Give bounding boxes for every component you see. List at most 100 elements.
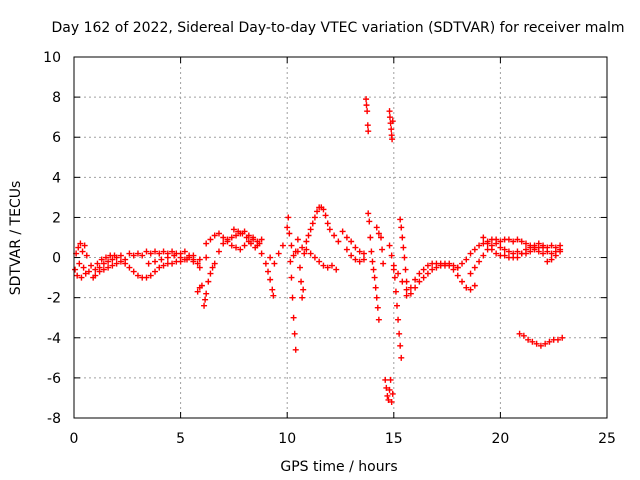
y-tick-label: 8: [52, 90, 61, 106]
data-point: [389, 118, 396, 125]
data-point: [284, 224, 291, 231]
data-point: [198, 282, 205, 289]
data-point: [467, 270, 474, 277]
data-point: [100, 260, 107, 267]
data-point: [544, 248, 551, 255]
data-point: [83, 252, 90, 259]
data-point: [279, 242, 286, 249]
data-point: [331, 232, 338, 239]
data-point: [147, 272, 154, 279]
data-point: [450, 266, 457, 273]
data-point: [454, 264, 461, 271]
data-point: [402, 266, 409, 273]
data-point: [207, 236, 214, 243]
data-point: [416, 270, 423, 277]
data-point: [299, 294, 306, 301]
data-point: [258, 250, 265, 257]
data-point: [143, 248, 150, 255]
data-point: [147, 250, 154, 257]
data-point: [201, 302, 208, 309]
data-point: [286, 230, 293, 237]
data-point: [352, 244, 359, 251]
data-point: [467, 250, 474, 257]
y-tick-label: 4: [52, 170, 61, 186]
data-point: [130, 252, 137, 259]
data-point: [82, 270, 89, 277]
data-point: [215, 230, 222, 237]
data-point: [476, 242, 483, 249]
data-point: [156, 264, 163, 271]
data-point: [392, 288, 399, 295]
data-point: [275, 250, 282, 257]
data-point: [92, 272, 99, 279]
data-point: [209, 264, 216, 271]
data-point: [557, 246, 564, 253]
x-tick-label: 20: [491, 431, 509, 447]
data-point: [352, 256, 359, 263]
data-point: [386, 108, 393, 115]
data-point: [305, 232, 312, 239]
data-point: [386, 242, 393, 249]
data-point: [235, 228, 242, 235]
data-point: [94, 260, 101, 267]
data-point: [454, 272, 461, 279]
data-point: [126, 250, 133, 257]
data-point: [348, 252, 355, 259]
data-point: [343, 246, 350, 253]
data-point: [96, 268, 103, 275]
data-point: [488, 246, 495, 253]
data-point: [471, 282, 478, 289]
data-point: [514, 248, 521, 255]
data-point: [397, 342, 404, 349]
y-tick-label: -6: [47, 371, 61, 387]
y-tick-label: -2: [47, 291, 61, 307]
data-point: [484, 240, 491, 247]
data-point: [194, 260, 201, 267]
axis-ticks: 0 5 10 15 20 25 -8 -6 -4 -2 0 2 4 6 8 10: [43, 50, 616, 447]
data-point: [130, 268, 137, 275]
data-point: [258, 236, 265, 243]
data-point: [383, 384, 390, 391]
data-point: [299, 244, 306, 251]
data-point: [316, 258, 323, 265]
data-point: [247, 240, 254, 247]
data-point: [476, 258, 483, 265]
data-point: [537, 342, 544, 349]
data-point: [326, 226, 333, 233]
x-axis-label: GPS time / hours: [280, 459, 397, 475]
data-point: [384, 392, 391, 399]
data-point: [186, 252, 193, 259]
data-point: [158, 256, 165, 263]
data-point: [559, 334, 566, 341]
data-point: [356, 258, 363, 265]
data-point: [177, 254, 184, 261]
data-point: [333, 266, 340, 273]
data-point: [269, 286, 276, 293]
data-point: [388, 126, 395, 133]
data-point: [294, 248, 301, 255]
data-point: [373, 224, 380, 231]
data-point: [399, 278, 406, 285]
data-point: [291, 330, 298, 337]
data-point: [369, 258, 376, 265]
data-point: [314, 208, 321, 215]
data-point: [554, 336, 561, 343]
data-point: [311, 254, 318, 261]
data-point: [360, 250, 367, 257]
data-point: [267, 276, 274, 283]
data-point: [76, 260, 83, 267]
data-point: [386, 114, 393, 121]
data-point: [471, 246, 478, 253]
data-point: [441, 260, 448, 267]
data-point: [343, 234, 350, 241]
data-point: [546, 338, 553, 345]
data-point: [102, 254, 109, 261]
plot-frame: [73, 56, 608, 419]
data-point: [459, 278, 466, 285]
data-point: [211, 232, 218, 239]
data-point: [196, 256, 203, 263]
data-point: [320, 262, 327, 269]
data-point: [548, 250, 555, 257]
data-point: [420, 266, 427, 273]
